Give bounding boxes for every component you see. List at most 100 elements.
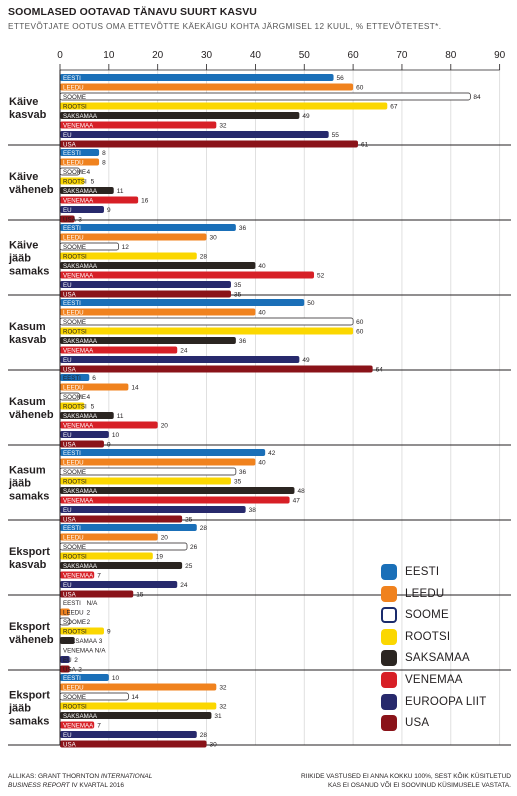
bar-saksamaa (60, 412, 114, 419)
bar-leedu (60, 308, 256, 316)
bar-usa (60, 515, 183, 523)
group-label: väheneb (9, 184, 54, 196)
group-label: kasvab (9, 109, 47, 121)
legend-swatch (381, 693, 397, 710)
group-label: Kasum (9, 465, 46, 477)
x-tick-label: 10 (103, 50, 115, 61)
bar-series-label: SOOME (63, 244, 86, 251)
bar-value-label: 9 (107, 442, 111, 449)
bar-value-label: 16 (141, 198, 149, 205)
bar-leedu (60, 608, 70, 616)
bar-value-label: 2 (87, 619, 91, 626)
bar-eu (60, 581, 178, 588)
bar-series-label: EESTI (63, 75, 81, 82)
bar-leedu (60, 233, 207, 241)
bar-series-label: LEEDU (63, 235, 84, 242)
bar-series-label: SOOME (63, 94, 86, 101)
bar-saksamaa (60, 112, 300, 119)
bar-value-label: 3 (78, 217, 82, 224)
footnote-line2: KAS EI OSANUD VÕI EI SOOVINUD KÜSIMUSELE… (327, 782, 511, 789)
bar-value-label: 36 (239, 469, 247, 476)
legend-item: EUROOPA LIIT (381, 693, 486, 711)
source-line1-italic: INTERNATIONAL (100, 773, 153, 780)
bar-value-label: 32 (219, 123, 227, 130)
bar-value-label: 49 (302, 113, 310, 120)
bar-venemaa (60, 496, 290, 504)
bar-value-label: 32 (219, 685, 227, 692)
bar-rootsi (60, 552, 153, 560)
bar-series-label: SOOME (63, 544, 86, 551)
bar-leedu (60, 383, 129, 391)
bar-series-label: SAKSAMAA (63, 263, 98, 270)
x-tick-label: 0 (57, 50, 63, 61)
bar-series-label: EESTI (63, 600, 81, 607)
group-label: kasvab (9, 559, 47, 571)
bar-rootsi (60, 402, 85, 410)
bar-saksamaa (60, 337, 236, 344)
bar-rootsi (60, 477, 231, 485)
bar-series-label: USA (63, 667, 77, 674)
legend-swatch (381, 672, 397, 688)
bar-value-label: 9 (107, 207, 111, 214)
legend-item: SOOME (381, 606, 449, 624)
source-note: ALLIKAS: GRANT THORNTON INTERNATIONAL BU… (8, 772, 198, 790)
bar-series-label: SAKSAMAA (63, 113, 98, 120)
bar-value-label: 56 (337, 75, 345, 82)
bar-series-label: ROOTSI (63, 704, 87, 711)
bar-value-label: 14 (131, 694, 139, 701)
bar-value-label: 28 (200, 525, 208, 532)
bar-series-label: SOOME (63, 169, 86, 176)
bar-value-label: 42 (268, 450, 276, 457)
bar-soome (59, 317, 354, 326)
bar-value-label: 55 (332, 132, 340, 139)
bar-usa (60, 215, 75, 223)
group-label: kasvab (9, 334, 47, 346)
bar-value-label: 10 (112, 675, 120, 682)
bar-venemaa (60, 421, 158, 429)
bar-value-label: 35 (234, 292, 242, 299)
bar-soome (59, 467, 237, 476)
bar-usa (60, 665, 70, 673)
bar-value-label: 38 (249, 507, 257, 514)
bar-series-label: EU (63, 507, 72, 514)
bar-venemaa (60, 721, 95, 729)
bar-value-label: 15 (136, 592, 144, 599)
bar-usa (60, 140, 358, 148)
legend-swatch (381, 585, 397, 602)
bar-value-label: 3 (99, 638, 103, 645)
bar-series-label: LEEDU (63, 535, 84, 542)
bar-series-label: EU (63, 432, 72, 439)
bar-eu (60, 206, 104, 213)
group-label: Eksport (9, 690, 50, 702)
group-label: jääb (8, 703, 31, 715)
bar-series-label: EESTI (63, 675, 81, 682)
bar-series-label: EU (63, 582, 72, 589)
bar-usa (60, 290, 231, 298)
bar-series-label: SAKSAMAA (63, 413, 98, 420)
bar-series-label: EU (63, 207, 72, 214)
bar-series-label: EESTI (63, 150, 81, 157)
group-label: Eksport (9, 621, 50, 633)
legend-item: USA (381, 714, 429, 732)
bar-series-label: VENEMAA (63, 348, 94, 355)
legend-label: ROOTSI (405, 630, 451, 643)
bar-value-label: 52 (317, 273, 325, 280)
bar-series-label: EESTI (63, 300, 81, 307)
bar-saksamaa (60, 562, 183, 569)
bar-eesti (60, 149, 100, 156)
bar-value-label: 48 (297, 488, 305, 495)
bar-value-label: 5 (91, 404, 95, 411)
legend-label: SAKSAMAA (405, 652, 470, 665)
legend-item: EESTI (381, 563, 439, 581)
bar-venemaa (60, 346, 178, 354)
bar-value-label: 11 (117, 188, 124, 195)
legend-label: LEEDU (405, 587, 445, 600)
bar-series-label: LEEDU (63, 610, 84, 617)
bar-value-label: 28 (200, 254, 208, 261)
bar-value-label: 6 (92, 375, 96, 382)
bar-usa (60, 590, 134, 598)
bar-eesti (60, 74, 334, 81)
bar-value-label: 12 (122, 244, 130, 251)
bar-value-label: 8 (102, 150, 106, 157)
bar-value-label: 35 (234, 282, 242, 289)
